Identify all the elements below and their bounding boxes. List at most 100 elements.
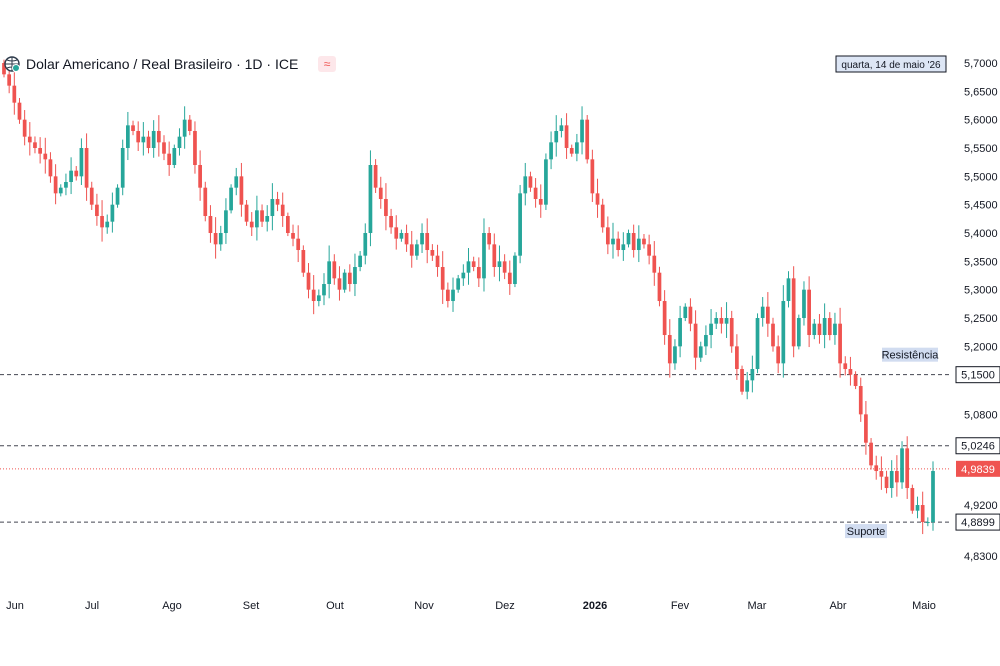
candle[interactable] (84, 133, 89, 201)
candle[interactable] (931, 461, 935, 531)
candle[interactable] (79, 138, 84, 186)
candle[interactable] (404, 224, 409, 252)
candle[interactable] (306, 263, 311, 299)
candle[interactable] (528, 171, 533, 192)
candle[interactable] (595, 178, 600, 218)
candle[interactable] (378, 176, 383, 209)
candle[interactable] (430, 244, 435, 261)
candles[interactable] (2, 59, 935, 535)
candle[interactable] (827, 312, 832, 341)
candle[interactable] (791, 266, 796, 358)
candle[interactable] (275, 191, 280, 212)
candle[interactable] (869, 438, 873, 470)
candle[interactable] (224, 198, 228, 244)
candle[interactable] (115, 184, 120, 208)
candle[interactable] (445, 282, 450, 308)
candle[interactable] (879, 456, 884, 490)
candle[interactable] (605, 216, 610, 255)
candle[interactable] (53, 164, 58, 205)
candle[interactable] (358, 251, 362, 272)
candle[interactable] (750, 355, 755, 393)
candle[interactable] (765, 292, 770, 337)
candle[interactable] (451, 277, 455, 312)
candle[interactable] (89, 181, 94, 210)
candle[interactable] (657, 266, 662, 307)
candle[interactable] (17, 98, 22, 124)
candle[interactable] (311, 275, 316, 315)
candle[interactable] (915, 496, 920, 519)
candle[interactable] (621, 232, 626, 261)
candle[interactable] (244, 200, 249, 226)
candle[interactable] (151, 120, 156, 158)
candle[interactable] (435, 244, 440, 277)
candle[interactable] (910, 484, 915, 514)
candle[interactable] (853, 371, 858, 390)
candle[interactable] (177, 128, 182, 156)
candle[interactable] (796, 314, 801, 350)
candle[interactable] (296, 225, 301, 263)
candle[interactable] (719, 307, 724, 334)
candle[interactable] (724, 302, 729, 338)
candle[interactable] (735, 334, 739, 380)
candle[interactable] (167, 141, 172, 176)
candle[interactable] (182, 106, 187, 149)
candle[interactable] (590, 149, 595, 203)
candle[interactable] (440, 251, 445, 304)
candle[interactable] (704, 325, 708, 356)
candle[interactable] (626, 229, 631, 248)
candle[interactable] (301, 245, 306, 277)
candle[interactable] (884, 470, 889, 494)
candle[interactable] (327, 245, 332, 299)
candle[interactable] (564, 113, 569, 159)
candle[interactable] (544, 153, 548, 210)
candle[interactable] (652, 241, 657, 286)
candle[interactable] (760, 297, 765, 327)
candle[interactable] (234, 167, 239, 196)
candle[interactable] (807, 276, 811, 348)
candle[interactable] (642, 234, 646, 249)
candle[interactable] (265, 205, 270, 232)
candle[interactable] (363, 223, 368, 265)
candle[interactable] (100, 200, 104, 242)
candle[interactable] (802, 281, 806, 326)
candle[interactable] (456, 274, 461, 293)
candle[interactable] (580, 106, 584, 155)
candle[interactable] (740, 365, 744, 395)
candle[interactable] (631, 224, 636, 258)
candle[interactable] (636, 225, 641, 263)
candle[interactable] (425, 218, 430, 264)
candle[interactable] (895, 455, 899, 497)
candle[interactable] (925, 517, 930, 527)
candle[interactable] (384, 183, 388, 231)
candle[interactable] (461, 264, 466, 286)
candle[interactable] (874, 455, 879, 480)
candle[interactable] (786, 271, 791, 308)
candle[interactable] (833, 312, 837, 345)
candle[interactable] (146, 130, 151, 154)
candle[interactable] (771, 317, 775, 352)
candle[interactable] (136, 121, 141, 152)
candle[interactable] (2, 59, 6, 78)
candle[interactable] (74, 166, 79, 181)
candle[interactable] (229, 184, 233, 214)
candle[interactable] (709, 309, 713, 349)
candle[interactable] (105, 214, 110, 234)
candle[interactable] (538, 184, 543, 218)
candle[interactable] (549, 131, 553, 170)
candle[interactable] (817, 314, 822, 344)
candle[interactable] (342, 269, 347, 293)
candle[interactable] (316, 289, 321, 307)
candle[interactable] (781, 285, 786, 378)
candle[interactable] (476, 257, 481, 288)
candle[interactable] (162, 135, 166, 161)
candle[interactable] (482, 218, 486, 292)
candle[interactable] (554, 115, 559, 157)
candle[interactable] (239, 162, 244, 217)
candle[interactable] (156, 115, 161, 157)
candle[interactable] (260, 204, 264, 227)
candle[interactable] (249, 212, 254, 237)
candle[interactable] (776, 335, 781, 374)
candle[interactable] (172, 144, 177, 169)
candle[interactable] (698, 341, 703, 362)
